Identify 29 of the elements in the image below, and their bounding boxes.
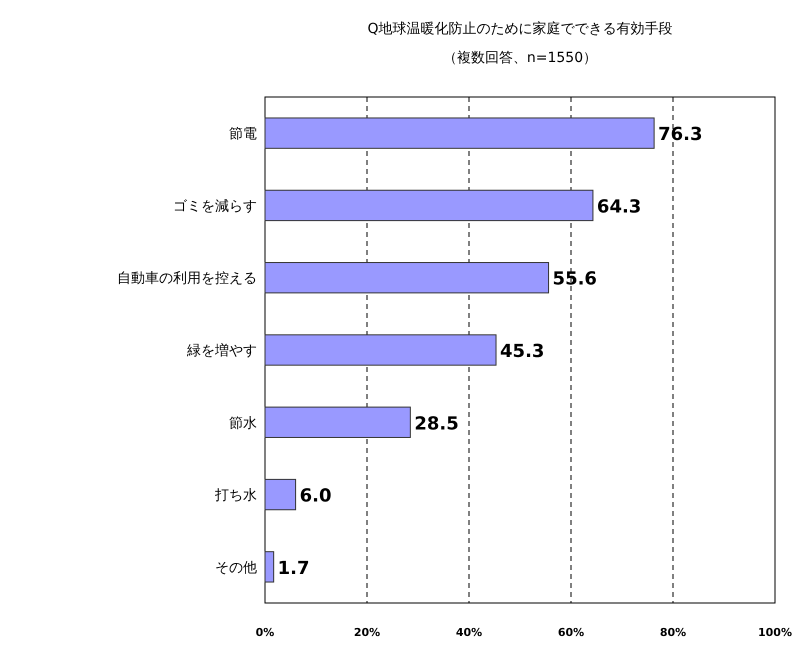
bar — [264, 262, 550, 294]
bar — [264, 551, 274, 583]
y-tick-label: 緑を増やす — [186, 342, 257, 359]
data-label: 64.3 — [596, 196, 642, 218]
data-label: 28.5 — [414, 413, 459, 434]
x-tick-label: 100% — [758, 626, 792, 639]
x-tick-label: 40% — [456, 626, 482, 639]
data-label: 76.3 — [658, 124, 703, 146]
y-tick-label: 打ち水 — [214, 488, 257, 504]
y-tick-label: 自動車の利用を控える — [117, 270, 257, 287]
bar — [264, 334, 497, 366]
bar — [264, 190, 594, 222]
x-tick-label: 80% — [660, 626, 686, 639]
x-tick-label: 60% — [558, 626, 584, 639]
data-label: 55.6 — [552, 268, 597, 290]
data-label: 6.0 — [300, 486, 332, 507]
chart-subtitle: （複数回答、n=1550） — [442, 50, 598, 66]
y-tick-label: ゴミを減らす — [173, 198, 257, 214]
x-tick-label: 0% — [256, 626, 274, 639]
y-tick-label: 節水 — [229, 415, 257, 432]
bar — [264, 117, 655, 149]
y-tick-label: 節電 — [229, 126, 257, 142]
data-label: 45.3 — [500, 341, 544, 362]
bar — [264, 406, 411, 438]
x-tick-label: 20% — [354, 626, 380, 639]
bar — [264, 478, 296, 510]
y-tick-label: その他 — [215, 560, 257, 576]
data-label: 1.7 — [278, 558, 310, 579]
chart-title: Q地球温暖化防止のために家庭でできる有効手段 — [367, 21, 673, 37]
